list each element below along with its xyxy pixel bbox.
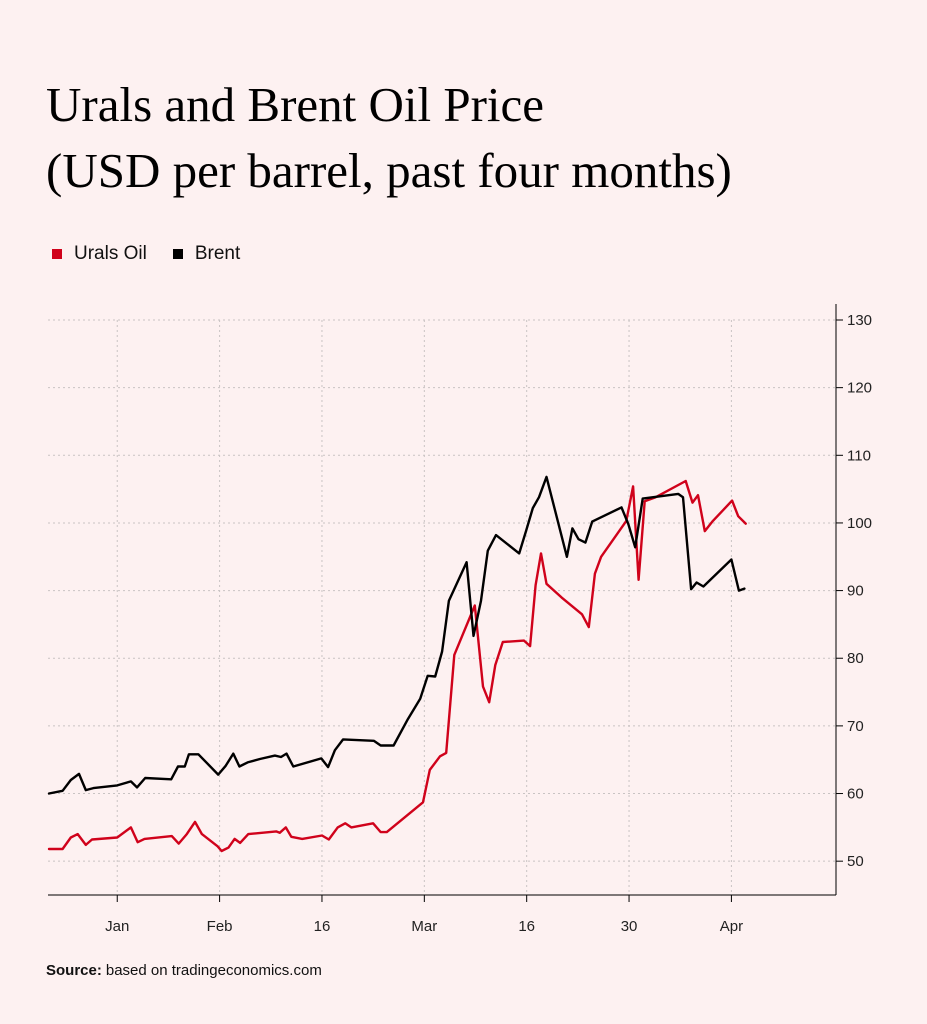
x-tick-label-0: Jan [105, 918, 129, 935]
x-tick-label-5: 30 [621, 918, 638, 935]
title-line-1: Urals and Brent Oil Price [46, 77, 545, 132]
legend: Urals Oil Brent [52, 243, 266, 265]
y-tick-label-50: 50 [847, 853, 864, 870]
legend-label-urals: Urals Oil [74, 243, 147, 264]
grid-lines [48, 319, 836, 895]
y-tick-label-60: 60 [847, 786, 864, 803]
x-tick-label-6: Apr [720, 918, 743, 935]
y-tick-labels: 50 60 70 80 90 100 110 120 130 [847, 312, 872, 870]
source-label: Source: [46, 962, 102, 979]
y-tick-label-70: 70 [847, 718, 864, 735]
legend-label-brent: Brent [194, 243, 241, 264]
y-tick-label-110: 110 [847, 447, 871, 464]
series-line-urals-oil [47, 479, 747, 853]
legend-item-brent: Brent [172, 243, 241, 265]
series-lines [47, 475, 747, 853]
y-tick-label-90: 90 [847, 583, 864, 600]
axes [48, 304, 843, 902]
x-tick-labels: Jan Feb 16 Mar 16 30 Apr [105, 918, 743, 935]
x-tick-label-2: 16 [314, 918, 331, 935]
source-note: Source: based on tradingeconomics.com [46, 962, 322, 979]
y-tick-label-80: 80 [847, 650, 864, 667]
title-line-2: (USD per barrel, past four months) [46, 143, 732, 198]
y-tick-label-130: 130 [847, 312, 872, 329]
x-tick-label-3: Mar [411, 918, 437, 935]
legend-swatch-brent [172, 249, 183, 259]
source-text: based on tradingeconomics.com [105, 962, 322, 979]
x-tick-label-1: Feb [207, 918, 233, 935]
legend-swatch-urals [52, 249, 62, 259]
series-line-brent [47, 475, 746, 795]
y-tick-label-120: 120 [847, 380, 872, 397]
chart-title: Urals and Brent Oil Price (USD per barre… [46, 72, 906, 204]
y-tick-label-100: 100 [847, 515, 872, 532]
x-tick-label-4: 16 [518, 918, 535, 935]
legend-item-urals: Urals Oil [52, 243, 147, 265]
